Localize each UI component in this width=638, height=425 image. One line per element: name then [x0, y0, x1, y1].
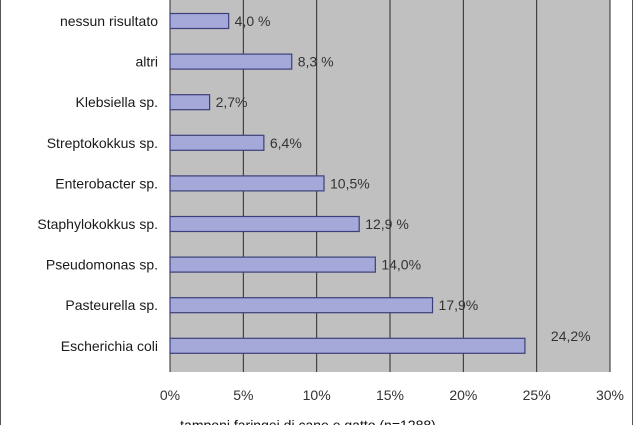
x-axis-title: tamponi faringei di cane e gatto (n=1288… — [180, 417, 436, 425]
bar — [169, 337, 526, 354]
value-labels: 4,0 % 8,3 % 2,7% 6,4% 10,5% 12,9 % 14,0% 17,9% 2… — [216, 13, 591, 344]
bar — [169, 12, 230, 30]
category-label: Klebsiella sp. — [76, 94, 159, 110]
x-tick-label: 0% — [160, 387, 180, 403]
bar — [169, 297, 434, 314]
bar — [169, 215, 360, 233]
value-label: 8,3 % — [298, 54, 334, 70]
value-label: 2,7% — [216, 94, 248, 110]
x-tick-labels: 0% 5% 10% 15% 20% 25% 30% — [160, 387, 624, 403]
category-label: Streptokokkus sp. — [47, 135, 158, 151]
bar — [169, 53, 293, 70]
bar — [169, 256, 376, 273]
x-tick-label: 15% — [376, 387, 404, 403]
value-label: 17,9% — [439, 297, 479, 313]
category-labels: nessun risultato altri Klebsiella sp. Strep… — [37, 13, 158, 354]
x-tick-label: 5% — [233, 387, 253, 403]
category-label: Staphylokokkus sp. — [37, 216, 158, 232]
category-label: Enterobacter sp. — [55, 175, 158, 191]
category-label: Escherichia coli — [61, 338, 158, 354]
category-label: nessun risultato — [60, 13, 158, 29]
x-tick-label: 10% — [303, 387, 331, 403]
value-label: 14,0% — [381, 257, 421, 273]
value-label: 12,9 % — [365, 216, 409, 232]
category-label: Pseudomonas sp. — [46, 257, 158, 273]
value-label: 10,5% — [330, 175, 370, 191]
value-label: 4,0 % — [235, 13, 271, 29]
bar — [169, 175, 325, 192]
category-label: altri — [135, 54, 158, 70]
value-label: 24,2% — [551, 328, 591, 344]
value-label: 6,4% — [270, 135, 302, 151]
category-label: Pasteurella sp. — [65, 297, 158, 313]
x-tick-label: 30% — [596, 387, 624, 403]
x-tick-label: 20% — [449, 387, 477, 403]
bars — [169, 12, 526, 354]
bar — [169, 134, 265, 151]
x-tick-label: 25% — [523, 387, 551, 403]
bar — [169, 94, 211, 111]
